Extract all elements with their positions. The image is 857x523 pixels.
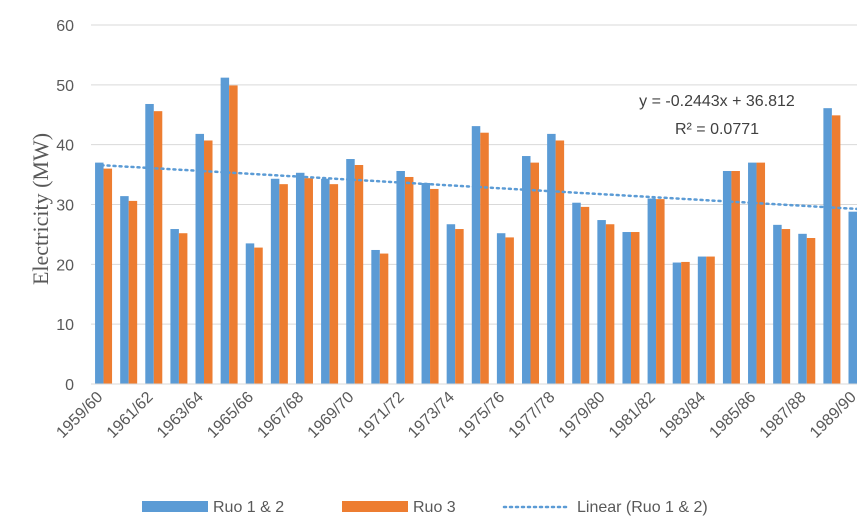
x-tick-label: 1969/70 xyxy=(305,389,358,442)
trendline-r2: R² = 0.0771 xyxy=(675,121,759,138)
x-tick-label: 1983/84 xyxy=(656,389,709,442)
bar-ruo-3 xyxy=(430,188,439,384)
bar-ruo-1-2 xyxy=(145,103,154,384)
y-tick-labels: 0 10 20 30 40 50 60 xyxy=(56,18,74,394)
bar-ruo-1-2 xyxy=(798,233,807,384)
bar-ruo-3 xyxy=(706,256,715,384)
bar-ruo-1-2 xyxy=(371,249,380,384)
bar-ruo-3 xyxy=(404,176,414,384)
bar-ruo-1-2 xyxy=(773,224,782,384)
y-tick-label: 50 xyxy=(56,78,74,95)
y-tick-label: 0 xyxy=(65,377,74,394)
x-tick-label: 1971/72 xyxy=(355,389,408,442)
bar-ruo-3 xyxy=(204,140,213,384)
bar-ruo-1-2 xyxy=(522,156,531,384)
bar-ruo-3 xyxy=(379,253,389,384)
bar-ruo-1-2 xyxy=(672,262,682,384)
y-tick-label: 10 xyxy=(56,317,74,334)
bar-ruo-1-2 xyxy=(396,170,405,384)
bar-ruo-1-2 xyxy=(270,178,280,384)
bar-ruo-3 xyxy=(128,200,138,384)
bar-ruo-1-2 xyxy=(245,243,255,384)
bar-ruo-3 xyxy=(781,229,791,384)
y-tick-label: 30 xyxy=(56,198,74,215)
x-tick-label: 1975/76 xyxy=(455,389,508,442)
bar-ruo-3 xyxy=(178,233,188,384)
bar-ruo-1-2 xyxy=(697,256,707,384)
x-tick-label: 1989/90 xyxy=(807,389,857,442)
trendline-equation: y = -0.2443x + 36.812 xyxy=(639,93,795,110)
bar-ruo-3 xyxy=(103,168,113,384)
bar-ruo-1-2 xyxy=(597,220,606,384)
x-tick-label: 1967/68 xyxy=(254,389,307,442)
x-tick-label: 1985/86 xyxy=(706,389,759,442)
bar-ruo-1-2 xyxy=(722,170,732,384)
bar-ruo-3 xyxy=(605,224,615,384)
trendline xyxy=(100,163,857,211)
bar-ruo-3 xyxy=(630,232,640,384)
bar-ruo-3 xyxy=(279,184,288,384)
bar-ruo-1-2 xyxy=(195,133,205,384)
bar-ruo-1-2 xyxy=(170,229,179,384)
y-tick-label: 60 xyxy=(56,18,74,35)
bar-ruo-1-2 xyxy=(346,159,355,384)
x-tick-label: 1981/82 xyxy=(606,389,659,442)
bar-ruo-1-2 xyxy=(848,211,857,384)
bar-ruo-3 xyxy=(831,115,841,385)
x-tick-label: 1977/78 xyxy=(506,389,559,442)
legend-label-trendline: Linear (Ruo 1 & 2) xyxy=(577,499,708,516)
bar-ruo-1-2 xyxy=(295,172,305,384)
y-axis-label: Electricity (MW) xyxy=(28,133,53,285)
bar-ruo-3 xyxy=(756,162,766,384)
legend-swatch-ruo-3 xyxy=(342,501,408,512)
bar-ruo-3 xyxy=(329,184,339,384)
x-tick-label: 1961/62 xyxy=(104,389,157,442)
legend-label-ruo-1-2: Ruo 1 & 2 xyxy=(213,499,284,516)
bar-ruo-1-2 xyxy=(220,77,230,385)
legend-label-ruo-3: Ruo 3 xyxy=(413,499,456,516)
bar-ruo-3 xyxy=(806,238,816,384)
bar-ruo-3 xyxy=(354,165,364,384)
bar-ruo-3 xyxy=(455,229,464,384)
bar-ruo-1-2 xyxy=(572,202,581,384)
bar-ruo-1-2 xyxy=(647,198,657,384)
bar-ruo-1-2 xyxy=(622,232,631,384)
bar-ruo-1-2 xyxy=(321,178,330,384)
bar-ruo-3 xyxy=(229,85,238,384)
bar-ruo-3 xyxy=(153,111,163,384)
bar-ruo-1-2 xyxy=(748,162,757,384)
x-tick-labels: 1959/601961/621963/641965/661967/681969/… xyxy=(53,389,857,442)
bar-ruo-1-2 xyxy=(547,133,556,384)
bar-ruo-3 xyxy=(580,206,590,384)
bar-ruo-1-2 xyxy=(421,182,431,384)
bar-ruo-3 xyxy=(480,132,489,384)
x-tick-label: 1963/64 xyxy=(154,389,207,442)
bar-ruo-3 xyxy=(254,247,263,384)
x-tick-label: 1973/74 xyxy=(405,389,458,442)
bar-ruo-3 xyxy=(530,162,540,384)
bar-ruo-1-2 xyxy=(471,126,481,384)
x-tick-label: 1979/80 xyxy=(556,389,609,442)
x-tick-label: 1965/66 xyxy=(204,389,257,442)
y-tick-label: 40 xyxy=(56,138,74,155)
bar-ruo-3 xyxy=(681,261,690,384)
bar-ruo-3 xyxy=(656,199,665,384)
bar-ruo-1-2 xyxy=(95,162,104,384)
bar-ruo-3 xyxy=(505,237,514,384)
legend: Ruo 1 & 2 Ruo 3 Linear (Ruo 1 & 2) xyxy=(142,499,708,516)
bar-ruo-1-2 xyxy=(120,196,129,384)
bar-ruo-3 xyxy=(304,178,313,384)
bar-ruo-3 xyxy=(555,140,565,384)
bar-ruo-3 xyxy=(731,170,740,384)
legend-swatch-ruo-1-2 xyxy=(142,501,208,512)
x-tick-label: 1959/60 xyxy=(53,389,106,442)
bar-ruo-1-2 xyxy=(823,108,832,384)
x-tick-label: 1987/88 xyxy=(757,389,810,442)
bar-ruo-1-2 xyxy=(496,233,506,384)
bars xyxy=(95,77,857,385)
bar-ruo-1-2 xyxy=(446,224,456,384)
y-tick-label: 20 xyxy=(56,257,74,274)
